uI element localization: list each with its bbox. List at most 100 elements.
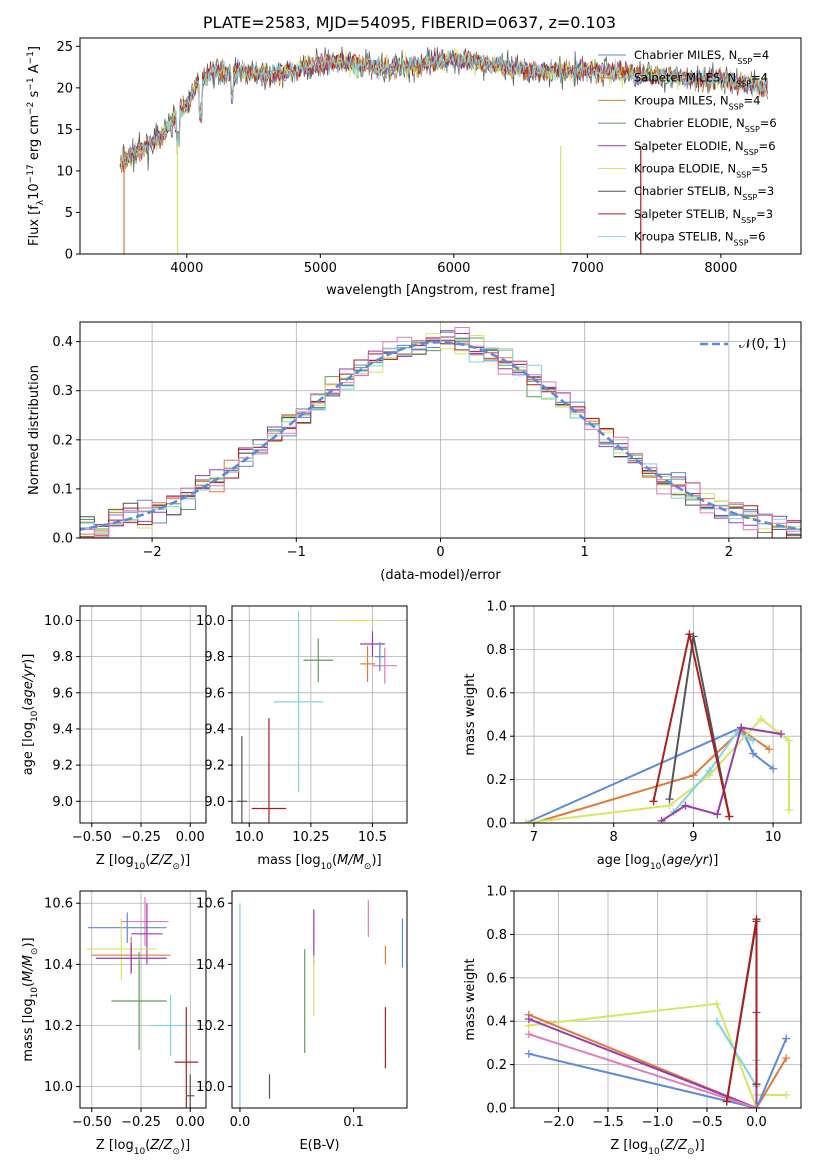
y-tick-label: 9.0 xyxy=(52,795,73,810)
plot-area xyxy=(119,46,768,254)
x-tick-label: −1 xyxy=(287,545,306,560)
x-tick-label: 6000 xyxy=(437,261,470,276)
weight-marker xyxy=(782,1034,791,1043)
label-part: −1 xyxy=(26,51,36,64)
label-part: M/M xyxy=(337,853,364,868)
weight-line-chabrier_miles xyxy=(525,726,774,823)
label-part: )] xyxy=(21,654,36,664)
legend-tail: =4 xyxy=(752,48,769,62)
label-part: ( xyxy=(661,853,666,868)
y-tick-label: 0.4 xyxy=(486,1015,507,1030)
label-part: ⊙ xyxy=(172,1147,180,1157)
y-tick-label: 10.4 xyxy=(44,958,73,973)
weight-marker xyxy=(752,1080,761,1089)
y-tick-label: 9.2 xyxy=(52,759,73,774)
x-tick-label: −1.5 xyxy=(592,1115,624,1130)
plot-area xyxy=(82,611,198,852)
x-axis-label: age [log10(age/yr)] xyxy=(597,853,719,872)
label-part: )] xyxy=(695,1138,705,1153)
y-tick-label: 0.0 xyxy=(486,1102,507,1117)
label-part: ( xyxy=(660,1138,665,1153)
weight-marker xyxy=(722,1097,731,1106)
legend-entry: 𝒩(0, 1) xyxy=(739,337,786,352)
x-axis-label: Z [log10(Z/Z⊙)] xyxy=(610,1138,704,1157)
label-part: Z/Z xyxy=(149,1138,173,1153)
y-tick-label: 0.6 xyxy=(486,971,507,986)
weight-line-chabrier_miles xyxy=(528,1038,788,1108)
weight-marker xyxy=(785,805,794,814)
x-tick-label: −0.50 xyxy=(72,1115,112,1130)
legend-text: Salpeter STELIB, N xyxy=(634,207,741,221)
legend-tail: =4 xyxy=(744,93,761,107)
y-axis-label: Flux [fλ10−17 erg cm−2 s−1 A−1] xyxy=(26,46,46,246)
label-part: Z/Z xyxy=(149,853,173,868)
y-tick-label: 0.8 xyxy=(486,928,507,943)
weight-marker xyxy=(657,816,666,823)
weight-marker xyxy=(712,1017,721,1026)
legend-entry: Chabrier ELODIE, NSSP=6 xyxy=(634,116,777,134)
weight-marker xyxy=(765,745,774,754)
weight-marker xyxy=(777,730,786,739)
label-part: 10 xyxy=(650,862,662,872)
weight-marker xyxy=(705,766,714,775)
legend-tail: =6 xyxy=(760,116,777,130)
x-tick-label: 0.00 xyxy=(176,1115,205,1130)
legend-tail: =3 xyxy=(757,184,774,198)
label-part: ⊙ xyxy=(172,862,180,872)
x-tick-label: 0.00 xyxy=(176,830,205,845)
y-tick-label: 0.6 xyxy=(486,686,507,701)
plot-area xyxy=(236,611,398,823)
axes-frame xyxy=(79,890,207,1109)
spectrum-line-salpeter_stelib xyxy=(119,48,768,172)
x-tick-label: 2 xyxy=(725,545,733,560)
legend-sub: SSP xyxy=(729,102,744,111)
y-tick-label: 9.8 xyxy=(204,650,225,665)
y-axis-label: mass weight xyxy=(463,673,478,755)
x-tick-label: −0.25 xyxy=(121,1115,161,1130)
label-part: age [log xyxy=(597,853,650,868)
y-tick-label: 0.0 xyxy=(486,817,507,832)
weight-marker xyxy=(524,1030,533,1039)
label-part: 10 xyxy=(134,862,146,872)
x-axis-label: wavelength [Angstrom, rest frame] xyxy=(326,283,555,298)
label-part: )] xyxy=(371,853,381,868)
weight-marker xyxy=(725,812,734,821)
legend-tail: =6 xyxy=(749,230,766,244)
x-axis-label: E(B-V) xyxy=(299,1138,339,1153)
label-part: M/M xyxy=(21,955,36,982)
x-tick-label: 7000 xyxy=(571,261,604,276)
label-part: 10 xyxy=(30,987,40,999)
y-tick-label: 10.2 xyxy=(196,1019,225,1034)
y-axis-label: mass [log10(M/M⊙)] xyxy=(21,937,40,1061)
y-tick-label: 10.4 xyxy=(196,958,225,973)
y-tick-label: 10 xyxy=(56,164,73,179)
y-tick-label: 0.2 xyxy=(52,433,73,448)
legend-text: Salpeter MILES, N xyxy=(634,71,736,85)
x-tick-label: 10.0 xyxy=(235,830,264,845)
label-part: )] xyxy=(708,853,718,868)
axes-frame xyxy=(231,890,408,1109)
x-tick-label: −2 xyxy=(143,545,162,560)
label-part: −1 xyxy=(26,77,36,90)
y-tick-label: 10.0 xyxy=(196,1080,225,1095)
legend-entry: Kroupa MILES, NSSP=4 xyxy=(634,93,760,111)
label-part: −2 xyxy=(26,102,36,115)
y-tick-label: 0.0 xyxy=(52,532,73,547)
legend-entry: Kroupa STELIB, NSSP=6 xyxy=(634,230,765,248)
label-part: −17 xyxy=(26,164,36,183)
histogram-step-pink xyxy=(80,327,801,538)
y-tick-label: 0 xyxy=(65,248,73,263)
legend-tail: =3 xyxy=(756,207,773,221)
label-part: ] xyxy=(27,46,42,51)
label-part: ( xyxy=(332,853,337,868)
weight-marker xyxy=(712,999,721,1008)
x-tick-label: 0.0 xyxy=(230,1115,251,1130)
legend-sub: SSP xyxy=(736,79,751,88)
plot-area xyxy=(524,915,791,1108)
y-tick-label: 9.8 xyxy=(52,650,73,665)
x-tick-label: −0.25 xyxy=(121,830,161,845)
label-part: 10 xyxy=(27,183,42,200)
y-tick-label: 9.4 xyxy=(204,722,225,737)
y-tick-label: 9.6 xyxy=(204,686,225,701)
